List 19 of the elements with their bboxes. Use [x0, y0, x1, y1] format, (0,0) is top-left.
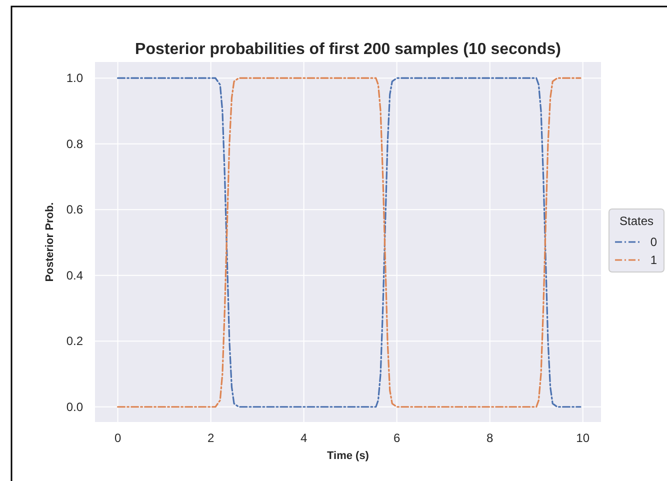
y-tick-label: 0.0 — [66, 400, 84, 414]
legend-label: 1 — [650, 253, 658, 267]
y-tick-label: 0.2 — [66, 334, 84, 348]
y-tick-label: 0.4 — [66, 268, 84, 282]
line-series — [116, 77, 582, 408]
x-tick-label: 8 — [486, 431, 494, 445]
y-axis-title: Posterior Prob. — [44, 202, 56, 282]
x-tick-label: 0 — [114, 431, 122, 445]
y-tick-label: 1.0 — [66, 71, 84, 86]
x-axis-title: Time (s) — [327, 450, 370, 462]
x-tick-label: 2 — [207, 431, 214, 445]
y-tick-label: 0.8 — [66, 136, 84, 151]
x-tick-label: 10 — [576, 431, 590, 445]
legend-label: 0 — [650, 235, 658, 249]
x-tick-label: 6 — [393, 431, 400, 445]
x-tick-label: 4 — [300, 431, 308, 445]
y-tick-label: 0.6 — [66, 202, 84, 217]
legend-title: States — [619, 214, 654, 228]
chart-title: Posterior probabilities of first 200 samples (10 seconds) — [135, 41, 561, 58]
